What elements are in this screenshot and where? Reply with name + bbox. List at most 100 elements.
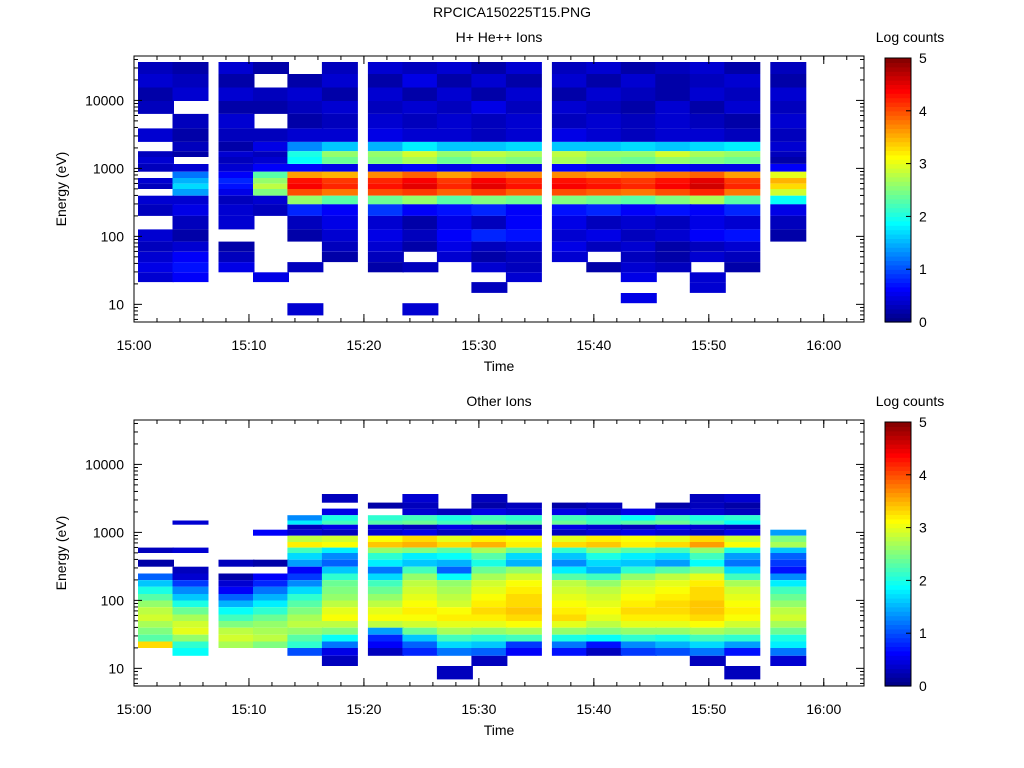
heatmap-cell <box>551 573 588 580</box>
heatmap-cell <box>689 621 726 628</box>
heatmap-cell <box>402 542 439 548</box>
heatmap-cell <box>218 586 255 594</box>
y-tick-label: 100 <box>101 228 125 244</box>
heatmap-cell <box>724 101 761 114</box>
colorbar-tick-label: 4 <box>919 467 927 483</box>
heatmap-cell <box>436 566 473 574</box>
heatmap-cell <box>321 494 358 503</box>
heatmap-cell <box>689 586 726 594</box>
heatmap-cell <box>770 204 807 216</box>
heatmap-cell <box>367 542 404 548</box>
heatmap-cell <box>586 502 623 509</box>
heatmap-cell <box>586 74 623 88</box>
heatmap-cell <box>172 195 209 205</box>
colorbar-swatch <box>885 66 911 72</box>
heatmap-cell <box>471 535 508 543</box>
heatmap-cell <box>138 580 174 587</box>
heatmap-cell <box>367 241 404 252</box>
heatmap-cell <box>724 128 761 142</box>
heatmap-cell <box>655 515 692 521</box>
heatmap-cell <box>218 204 255 216</box>
heatmap-cell <box>724 648 761 656</box>
heatmap-cell <box>655 151 692 157</box>
heatmap-cell <box>620 542 657 548</box>
heatmap-cell <box>287 215 324 230</box>
heatmap-cell <box>505 566 542 574</box>
heatmap-cell <box>321 586 358 594</box>
heatmap-cell <box>287 586 324 594</box>
heatmap-cell <box>770 62 807 74</box>
heatmap-cell <box>551 151 588 157</box>
heatmap-cell <box>367 502 404 509</box>
colorbar-swatch <box>885 190 911 195</box>
colorbar-swatch <box>885 300 911 305</box>
heatmap-cell <box>689 553 726 560</box>
heatmap-cell <box>172 262 209 273</box>
figure-title: RPCICA150225T15.PNG <box>433 4 591 20</box>
heatmap-cell <box>551 515 588 521</box>
heatmap-cell <box>172 171 209 179</box>
heatmap-cell <box>367 171 404 179</box>
heatmap-cell <box>321 178 358 184</box>
heatmap-cell <box>321 524 358 530</box>
heatmap-cell <box>321 614 358 621</box>
heatmap-cell <box>436 607 473 615</box>
heatmap-cell <box>287 559 324 567</box>
heatmap-cell <box>586 542 623 548</box>
heatmap-cell <box>172 600 209 608</box>
heatmap-cell <box>367 164 404 172</box>
heatmap-cell <box>402 520 439 525</box>
heatmap-cell <box>218 171 255 179</box>
colorbar-swatch <box>885 154 911 160</box>
heatmap-cell <box>505 189 542 196</box>
heatmap-cell <box>287 113 324 129</box>
colorbar-swatch <box>885 483 911 489</box>
heatmap-cell <box>505 151 542 157</box>
heatmap-cell <box>471 520 508 525</box>
colorbar-swatch <box>885 251 911 257</box>
heatmap-cell <box>724 164 761 172</box>
heatmap-cell <box>689 559 726 567</box>
heatmap-cell <box>471 494 508 503</box>
colorbar-swatch <box>885 496 911 502</box>
heatmap-cell <box>586 195 623 205</box>
colorbar-swatch <box>885 75 911 81</box>
heatmap-cell <box>471 282 508 293</box>
heatmap-cell <box>551 648 588 656</box>
heatmap-cell <box>287 634 324 642</box>
heatmap-cell <box>689 87 726 101</box>
heatmap-cell <box>505 229 542 242</box>
heatmap-cell <box>620 128 657 142</box>
heatmap-cell <box>689 520 726 525</box>
heatmap-cell <box>505 600 542 608</box>
colorbar-tick-label: 4 <box>919 103 927 119</box>
heatmap-cell <box>770 164 807 172</box>
heatmap-cell <box>655 553 692 560</box>
heatmap-cell <box>689 594 726 601</box>
heatmap-cell <box>689 157 726 164</box>
heatmap-cell <box>505 87 542 101</box>
heatmap-cell <box>436 157 473 164</box>
heatmap-cell <box>689 229 726 242</box>
heatmap-cell <box>436 101 473 114</box>
colorbar-swatch <box>885 216 911 222</box>
heatmap-cell <box>551 171 588 179</box>
heatmap-cell <box>321 101 358 114</box>
heatmap-cell <box>436 586 473 594</box>
heatmap-cell <box>471 128 508 142</box>
heatmap-cell <box>505 520 542 525</box>
heatmap-cell <box>436 621 473 628</box>
heatmap-cell <box>471 178 508 184</box>
colorbar-swatch <box>885 106 911 112</box>
heatmap-cell <box>655 529 692 536</box>
heatmap-cell <box>620 520 657 525</box>
heatmap-cell <box>551 535 588 543</box>
heatmap-cell <box>586 62 623 74</box>
heatmap-cell <box>172 272 209 283</box>
heatmap-cell <box>655 542 692 548</box>
heatmap-cell <box>471 262 508 273</box>
colorbar-swatch <box>885 198 911 204</box>
heatmap-cell <box>321 553 358 560</box>
heatmap-cell <box>770 547 807 553</box>
heatmap-cell <box>655 580 692 587</box>
